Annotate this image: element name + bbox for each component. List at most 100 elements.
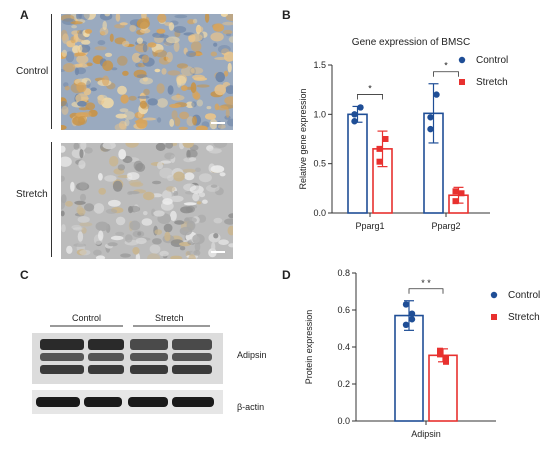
cell-mark <box>73 143 80 150</box>
cell-mark <box>219 172 226 177</box>
data-point <box>437 347 443 354</box>
cell-mark <box>141 218 153 226</box>
cell-mark <box>163 223 173 233</box>
cell-mark <box>153 210 165 217</box>
cell-mark <box>62 33 69 44</box>
cell-mark <box>193 250 201 256</box>
cell-mark <box>129 220 141 231</box>
cell-mark <box>154 68 161 73</box>
cell-mark <box>195 125 208 130</box>
cell-mark <box>192 74 205 80</box>
cell-mark <box>115 231 125 236</box>
cell-mark <box>93 203 105 214</box>
cell-mark <box>102 143 116 150</box>
cell-mark <box>76 249 87 256</box>
row-label-control: Control <box>16 66 49 77</box>
cell-mark <box>195 167 201 173</box>
cell-mark <box>152 180 162 185</box>
cell-mark <box>214 57 228 60</box>
panel-c-letter: C <box>20 268 29 282</box>
band-adipsin-lower <box>172 365 212 374</box>
band-actin <box>84 397 122 407</box>
cell-mark <box>196 201 202 205</box>
cell-mark <box>93 249 102 256</box>
cell-mark <box>64 85 70 91</box>
cell-mark <box>210 32 224 42</box>
cell-mark <box>117 85 127 95</box>
cell-mark <box>117 164 126 171</box>
cell-mark <box>136 74 148 78</box>
cell-mark <box>98 187 106 195</box>
cell-mark <box>79 193 87 202</box>
cell-mark <box>120 94 129 104</box>
cell-mark <box>94 46 107 51</box>
cell-mark <box>119 108 129 113</box>
cell-mark <box>97 40 106 46</box>
cell-mark <box>183 202 197 206</box>
cell-mark <box>174 14 188 19</box>
cell-mark <box>120 253 131 258</box>
cell-mark <box>127 172 140 181</box>
data-point <box>427 114 434 121</box>
cell-mark <box>70 21 83 25</box>
legend-label: Control <box>508 290 540 301</box>
cell-mark <box>83 14 96 20</box>
cell-mark <box>97 94 108 101</box>
data-point <box>452 198 459 205</box>
band-adipsin-mid <box>172 353 212 361</box>
cell-mark <box>170 195 184 202</box>
data-point <box>433 91 440 98</box>
cell-mark <box>99 27 109 36</box>
cell-mark <box>227 118 233 127</box>
cell-mark <box>76 30 83 35</box>
cell-mark <box>102 60 114 71</box>
cell-mark <box>155 143 166 151</box>
data-point <box>408 310 416 317</box>
cell-mark <box>74 52 86 57</box>
cell-mark <box>75 93 89 104</box>
cell-mark <box>164 152 175 160</box>
cell-mark <box>176 63 188 69</box>
cell-mark <box>211 241 216 253</box>
cell-mark <box>185 50 197 58</box>
cell-mark <box>222 29 233 35</box>
cell-mark <box>187 19 196 25</box>
cell-mark <box>141 55 150 63</box>
cell-mark <box>109 33 114 42</box>
data-point <box>437 351 443 358</box>
cell-mark <box>65 200 73 207</box>
cell-mark <box>179 111 189 120</box>
cell-mark <box>102 20 107 31</box>
y-tick-label: 0.0 <box>337 416 350 426</box>
cell-mark <box>115 113 127 119</box>
cell-mark <box>217 124 226 129</box>
cell-mark <box>189 157 197 162</box>
cell-mark <box>157 161 163 170</box>
cell-mark <box>216 105 229 111</box>
cell-mark <box>188 33 203 42</box>
cell-mark <box>213 143 228 148</box>
cell-mark <box>137 95 150 99</box>
cell-mark <box>61 97 67 107</box>
cell-mark <box>143 191 155 201</box>
cell-mark <box>222 21 233 26</box>
band-adipsin-lower <box>40 365 84 374</box>
cell-mark <box>168 22 175 31</box>
cell-mark <box>61 145 66 153</box>
cell-mark <box>84 203 95 212</box>
row-label-stretch: Stretch <box>16 189 48 200</box>
cell-mark <box>180 66 195 77</box>
row-divider-stretch <box>51 142 52 257</box>
cell-mark <box>134 119 146 124</box>
cell-mark <box>112 180 123 192</box>
cell-mark <box>189 185 204 194</box>
band-adipsin-upper <box>40 339 84 350</box>
cell-mark <box>165 51 173 63</box>
cell-mark <box>104 175 117 182</box>
cell-mark <box>129 24 137 32</box>
cell-mark <box>174 220 185 225</box>
cell-mark <box>73 33 86 42</box>
cell-mark <box>77 231 84 242</box>
cell-mark <box>213 217 223 224</box>
cell-mark <box>109 156 119 167</box>
